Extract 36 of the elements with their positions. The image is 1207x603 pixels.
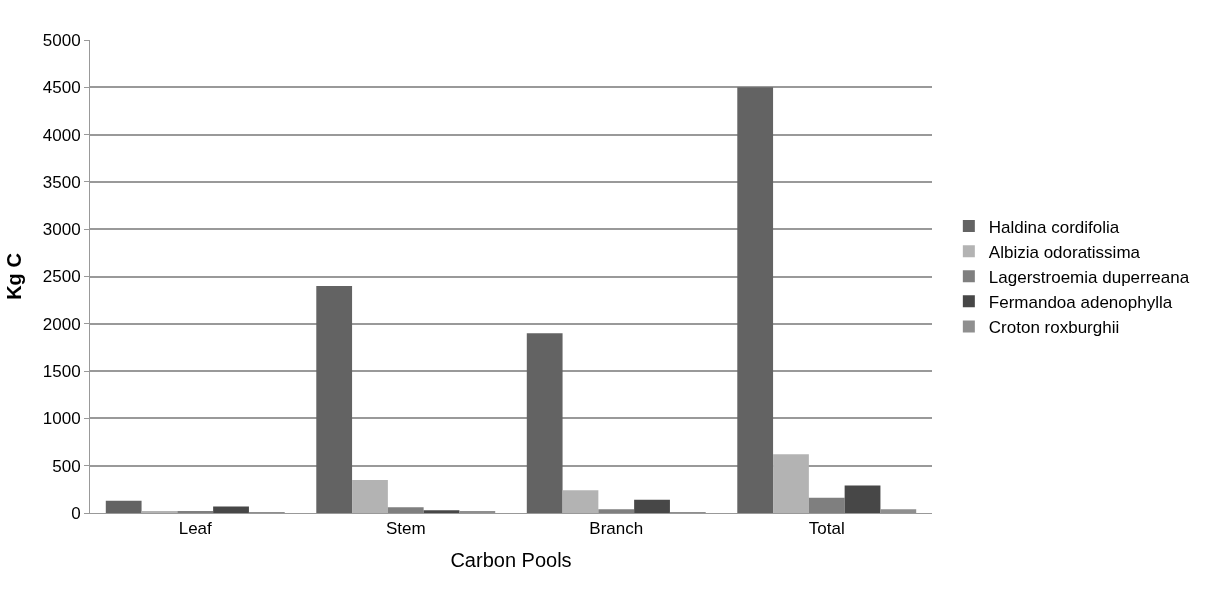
bar — [352, 479, 388, 513]
y-tick-label: 3000 — [42, 220, 81, 240]
y-tick-label: 4500 — [42, 78, 81, 98]
x-tick-label: Branch — [589, 519, 644, 539]
bar — [387, 507, 424, 513]
bar — [634, 499, 670, 513]
x-tick-label: Total — [808, 519, 845, 539]
y-tick-label: 2000 — [42, 314, 81, 334]
y-tick-label: 3500 — [42, 172, 81, 192]
legend-label: Albizia odoratissima — [988, 242, 1141, 262]
y-tick-label: 1500 — [42, 362, 81, 382]
bar — [105, 500, 142, 513]
bar — [773, 454, 809, 513]
legend-label: Fermandoa adenophylla — [988, 292, 1173, 312]
bar — [598, 509, 635, 513]
y-tick-label: 2500 — [42, 267, 81, 287]
y-axis-title: Kg C — [3, 253, 26, 300]
x-tick-label: Leaf — [178, 519, 213, 539]
y-tick-label: 5000 — [42, 30, 81, 50]
bar — [423, 510, 460, 513]
bar — [737, 87, 774, 513]
bar — [844, 485, 881, 513]
legend-label: Croton roxburghii — [988, 318, 1120, 338]
bar — [562, 490, 599, 513]
y-tick-label: 0 — [71, 503, 81, 523]
y-tick-label: 500 — [52, 456, 81, 476]
x-tick-label: Stem — [385, 519, 426, 539]
bar — [526, 333, 563, 513]
y-tick-label: 4000 — [42, 125, 81, 145]
legend-label: Haldina cordifolia — [988, 217, 1120, 237]
legend-label: Lagerstroemia duperreana — [988, 267, 1190, 287]
bar — [808, 497, 845, 513]
bar — [316, 285, 353, 513]
x-axis-title: Carbon Pools — [450, 548, 572, 571]
y-tick-label: 1000 — [42, 409, 81, 429]
bar — [213, 506, 249, 513]
